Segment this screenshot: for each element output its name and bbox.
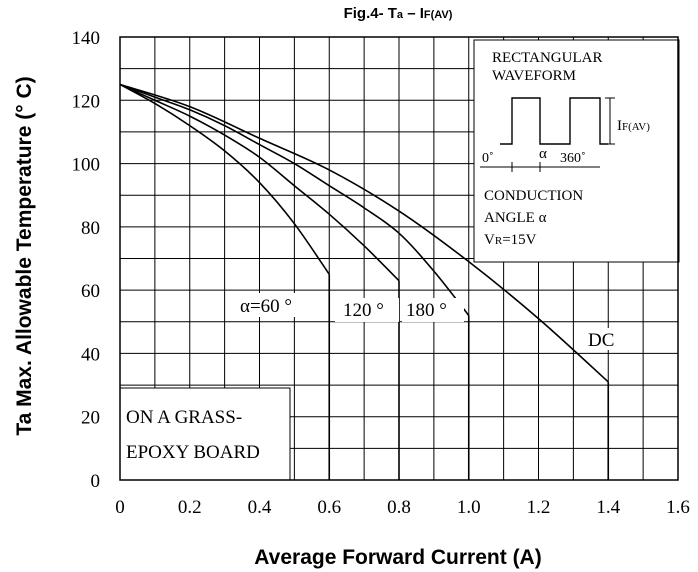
label-bg-120	[335, 298, 399, 322]
series-label-dc: DC	[588, 330, 614, 351]
chart-title: Fig.4- Ta – IF(AV)	[344, 5, 453, 22]
x-tick-label: 1.4	[596, 497, 620, 518]
x-axis-title: Average Forward Current (A)	[254, 546, 541, 569]
y-tick-label: 120	[72, 91, 101, 112]
inset-deg360: 360˚	[560, 151, 586, 166]
x-tick-label: 0	[115, 497, 125, 518]
y-tick-label: 80	[81, 218, 100, 239]
y-tick-label: 0	[91, 471, 101, 492]
y-tick-labels: 0 20 40 60 80 100 120 140	[72, 28, 101, 492]
waveform-inset: RECTANGULAR WAVEFORM IF(AV) 0˚ α 360˚ CO…	[473, 39, 680, 263]
x-tick-label: 1.2	[527, 497, 551, 518]
series-line-1	[119, 83, 400, 282]
inset-deg0: 0˚	[482, 151, 494, 166]
label-bg-60	[232, 293, 320, 317]
board-note-line2: EPOXY BOARD	[126, 442, 260, 463]
inset-line2: WAVEFORM	[492, 68, 576, 84]
series-line-2	[119, 83, 470, 316]
x-tick-label: 1.6	[666, 497, 690, 518]
y-tick-label: 20	[81, 408, 100, 429]
inset-vr: VR=15V	[484, 232, 537, 248]
x-tick-labels: 0 0.2 0.4 0.6 0.8 1.0 1.2 1.4 1.6	[115, 497, 690, 518]
x-tick-label: 0.4	[248, 497, 272, 518]
series-label-120: 120 °	[343, 300, 384, 321]
y-tick-label: 60	[81, 281, 100, 302]
y-tick-label: 40	[81, 344, 100, 365]
x-tick-label: 0.8	[387, 497, 411, 518]
label-bg-180	[402, 298, 464, 322]
inset-current-label: IF(AV)	[617, 118, 650, 134]
x-tick-label: 0.6	[317, 497, 341, 518]
series-line-0	[119, 83, 330, 275]
label-bg-dc	[580, 328, 630, 350]
inset-line3: CONDUCTION	[484, 188, 583, 204]
series-label-180: 180 °	[406, 300, 447, 321]
y-tick-label: 140	[72, 28, 101, 49]
x-tick-label: 0.2	[178, 497, 202, 518]
series-label-60: α=60 °	[240, 296, 292, 317]
board-note: ON A GRASS- EPOXY BOARD	[119, 387, 291, 481]
y-axis-title: Ta Max. Allowable Temperature (° C)	[13, 76, 36, 435]
waveform-icon	[500, 97, 608, 145]
inset-alpha: α	[539, 146, 547, 162]
inset-line1: RECTANGULAR	[492, 50, 602, 66]
series-line-3	[119, 83, 609, 383]
series-curves	[119, 83, 610, 480]
y-tick-label: 100	[72, 155, 101, 176]
board-note-line1: ON A GRASS-	[126, 407, 242, 428]
inset-line4: ANGLE α	[484, 210, 547, 226]
plot-frame	[119, 36, 679, 481]
x-tick-label: 1.0	[457, 497, 481, 518]
